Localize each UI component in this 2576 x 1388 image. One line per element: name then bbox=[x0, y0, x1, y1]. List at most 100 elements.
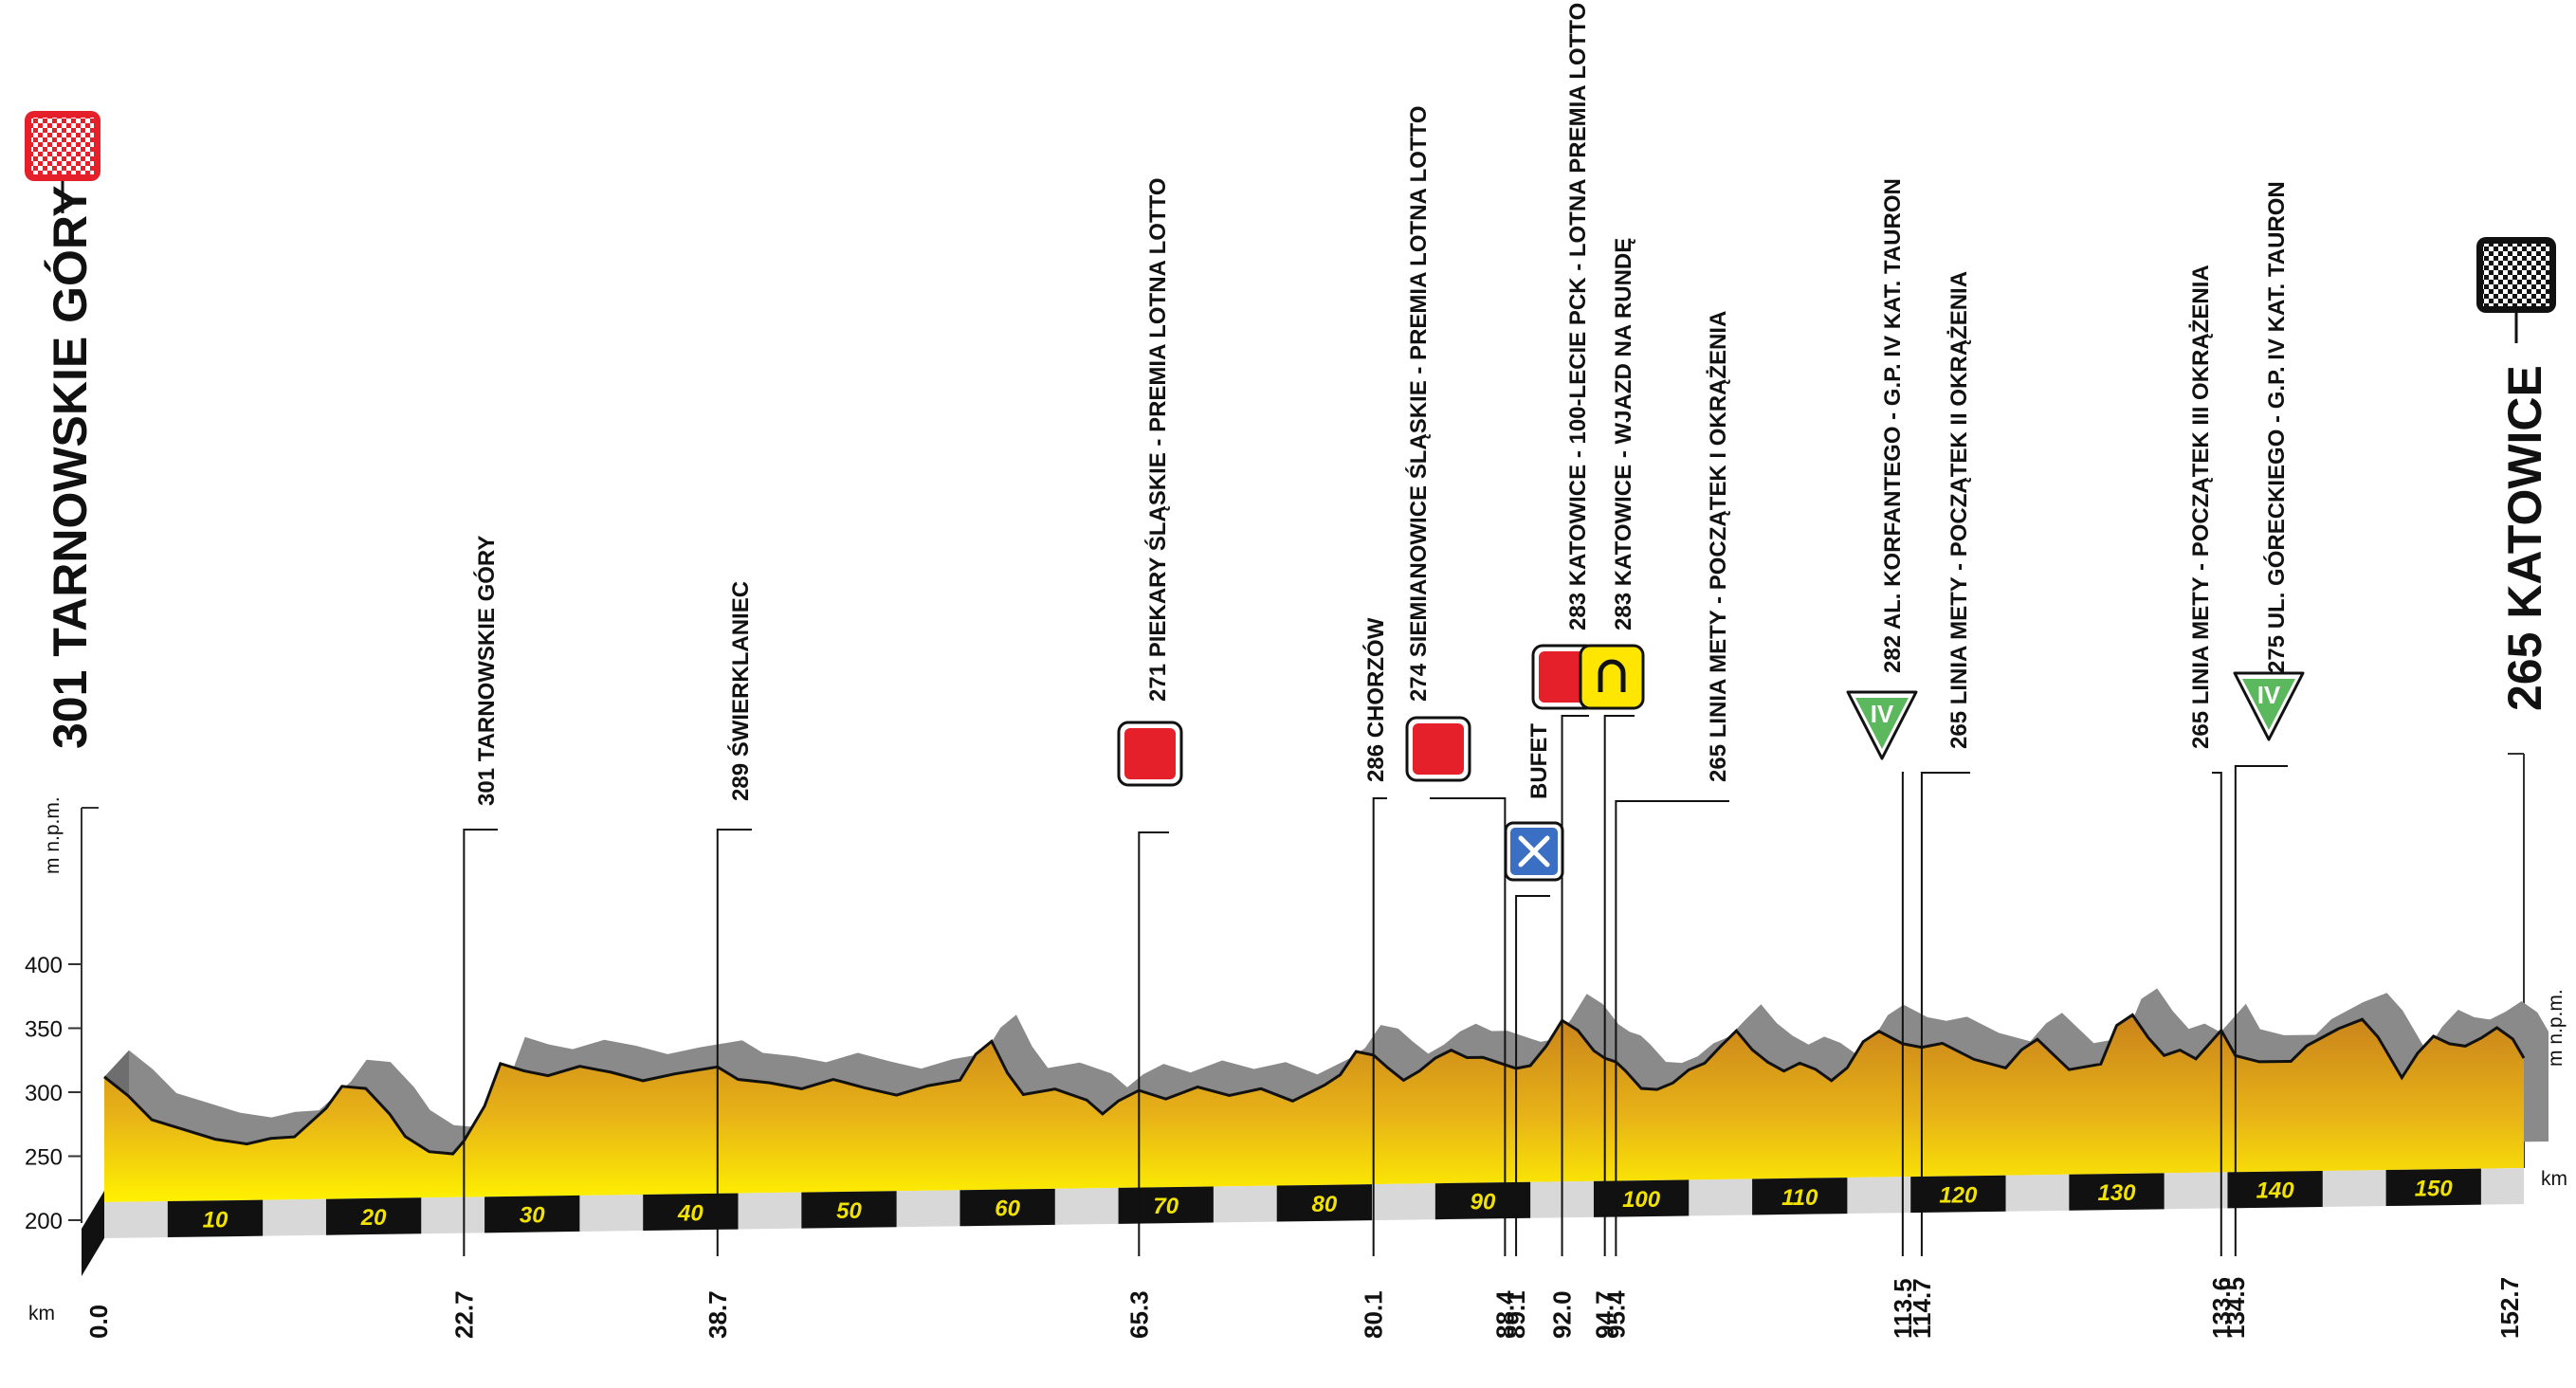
marker-stem bbox=[1515, 895, 1550, 1256]
marker-stem bbox=[1920, 772, 1970, 1256]
km-block-40 bbox=[643, 1193, 739, 1231]
marker-label: 265 LINIA METY - POCZĄTEK II OKRĄŻENIA bbox=[1946, 271, 1972, 749]
circuit-icon bbox=[1579, 644, 1645, 710]
km-block-10 bbox=[167, 1199, 264, 1238]
marker-38.7: 289 ŚWIERKLANIEC 38.7 bbox=[703, 581, 754, 1339]
km-block-120 bbox=[1910, 1175, 2006, 1214]
marker-label: 275 UL. GÓRECKIEGO - G.P. IV KAT. TAURON bbox=[2263, 181, 2290, 673]
marker-92.0: 283 KATOWICE - 100-LECIE PCK - LOTNA PRE… bbox=[1531, 3, 1598, 1339]
marker-km-label: 95.4 bbox=[1601, 1290, 1630, 1339]
marker-km-label: 113.5 bbox=[1889, 1278, 1917, 1339]
marker-stem bbox=[1138, 831, 1169, 1256]
marker-88.4: 274 SIEMIANOWICE ŚLĄSKIE - PREMIA LOTNA … bbox=[1405, 106, 1519, 1340]
km-tick-label-100: 100 bbox=[1622, 1187, 1661, 1213]
climb-category-text: IV bbox=[2257, 681, 2281, 709]
y-tick-label-200: 200 bbox=[25, 1209, 63, 1234]
km-block-100 bbox=[1593, 1179, 1690, 1217]
marker-stem bbox=[1901, 772, 1904, 1256]
km-block-90 bbox=[1434, 1181, 1531, 1220]
start-town-label: 301 TARNOWSKIE GÓRY bbox=[44, 185, 97, 749]
km-tick-label-80: 80 bbox=[1312, 1192, 1338, 1217]
y-axis-right-unit: m n.p.m. bbox=[2545, 989, 2567, 1067]
marker-km-label: 89.1 bbox=[1502, 1290, 1530, 1339]
marker-stem bbox=[716, 829, 752, 1256]
marker-km-label: 22.7 bbox=[449, 1290, 478, 1339]
marker-133.6: 265 LINIA METY - POCZĄTEK III OKRĄŻENIA 1… bbox=[2188, 265, 2236, 1339]
km-tick-label-70: 70 bbox=[1153, 1194, 1178, 1219]
marker-stem bbox=[2234, 765, 2288, 1256]
elevation-profile bbox=[103, 988, 2549, 1202]
km-block-70 bbox=[1118, 1186, 1214, 1224]
marker-stem bbox=[1603, 715, 1635, 1256]
marker-km-label: 134.5 bbox=[2221, 1277, 2250, 1339]
km-tick-label-10: 10 bbox=[203, 1207, 228, 1233]
finish-town-label: 265 KATOWICE bbox=[2498, 365, 2551, 711]
sprint-icon bbox=[1405, 716, 1471, 782]
sprint-icon bbox=[1117, 721, 1183, 787]
km-strip: 10 20 30 40 50 60 70 80 90 100 110 120 130 140 150 bbox=[82, 1168, 2524, 1276]
climb-category-icon: IV bbox=[2233, 671, 2305, 741]
y-axis-left-unit: m n.p.m. bbox=[42, 796, 64, 874]
marker-label: 274 SIEMIANOWICE ŚLĄSKIE - PREMIA LOTNA … bbox=[1405, 106, 1432, 703]
marker-stem bbox=[463, 829, 498, 1256]
km-tick-label-30: 30 bbox=[520, 1203, 545, 1229]
marker-95.4: 265 LINIA METY - POCZĄTEK I OKRĄŻENIA 95.… bbox=[1601, 311, 1731, 1339]
marker-km-label: 133.6 bbox=[2207, 1277, 2236, 1339]
marker-label: 265 LINIA METY - POCZĄTEK III OKRĄŻENIA bbox=[2188, 265, 2214, 749]
feed-zone-icon bbox=[1504, 821, 1564, 882]
marker-stem bbox=[1372, 797, 1387, 1256]
route-markers: 301 TARNOWSKIE GÓRY 22.7 289 ŚWIERKLANIEC 3… bbox=[449, 3, 2305, 1340]
km-tick-label-110: 110 bbox=[1781, 1185, 1818, 1211]
marker-label: BUFET bbox=[1526, 723, 1552, 799]
x-axis-unit-right: km bbox=[2541, 1168, 2567, 1190]
km-tick-label-40: 40 bbox=[677, 1200, 703, 1226]
y-tick-label-400: 400 bbox=[25, 953, 63, 978]
marker-km-label: 80.1 bbox=[1360, 1290, 1388, 1339]
x-axis-unit-left: km bbox=[28, 1303, 55, 1324]
marker-stem bbox=[1561, 715, 1589, 1256]
km-tick-label-50: 50 bbox=[836, 1198, 862, 1224]
km-block-150 bbox=[2385, 1168, 2481, 1207]
marker-km-label: 94.7 bbox=[1591, 1290, 1619, 1339]
marker-stem bbox=[2212, 772, 2222, 1256]
climb-category-text: IV bbox=[1871, 700, 1894, 728]
y-tick-label-300: 300 bbox=[25, 1081, 63, 1106]
km-block-140 bbox=[2227, 1170, 2323, 1209]
km-block-60 bbox=[959, 1188, 1055, 1227]
marker-label: 283 KATOWICE - WJAZD NA RUNDĘ bbox=[1611, 238, 1636, 630]
marker-label: 289 ŚWIERKLANIEC bbox=[727, 581, 754, 801]
marker-km-label: 88.4 bbox=[1490, 1290, 1519, 1339]
km-tick-label-90: 90 bbox=[1471, 1189, 1496, 1214]
marker-label: 265 LINIA METY - POCZĄTEK I OKRĄŻENIA bbox=[1706, 311, 1731, 782]
marker-km-label: 92.0 bbox=[1548, 1290, 1577, 1339]
km-tick-label-130: 130 bbox=[2097, 1180, 2136, 1206]
marker-114.7: 265 LINIA METY - POCZĄTEK II OKRĄŻENIA 11… bbox=[1908, 271, 1972, 1339]
marker-km-label: 65.3 bbox=[1124, 1290, 1153, 1339]
marker-label: 271 PIEKARY ŚLĄSKIE - PREMIA LOTNA LOTTO bbox=[1144, 177, 1171, 702]
marker-134.5: 275 UL. GÓRECKIEGO - G.P. IV KAT. TAURON… bbox=[2221, 181, 2305, 1339]
km-block-20 bbox=[325, 1197, 422, 1235]
km-block-130 bbox=[2069, 1173, 2165, 1211]
y-tick-label-350: 350 bbox=[25, 1017, 63, 1043]
profile-area bbox=[104, 1014, 2524, 1202]
marker-94.7: 283 KATOWICE - WJAZD NA RUNDĘ 94.7 bbox=[1579, 238, 1645, 1339]
start-flag-icon bbox=[25, 111, 100, 213]
marker-65.3: 271 PIEKARY ŚLĄSKIE - PREMIA LOTNA LOTTO… bbox=[1117, 177, 1183, 1339]
start-km-label: 0.0 bbox=[84, 1305, 113, 1339]
finish-km-label: 152.7 bbox=[2495, 1277, 2524, 1339]
km-tick-label-120: 120 bbox=[1939, 1182, 1978, 1208]
marker-label: 301 TARNOWSKIE GÓRY bbox=[473, 536, 500, 806]
marker-km-label: 114.7 bbox=[1908, 1278, 1936, 1339]
marker-km-label: 38.7 bbox=[703, 1290, 732, 1339]
marker-89.1: BUFET 89.1 bbox=[1502, 723, 1564, 1339]
km-tick-label-60: 60 bbox=[995, 1196, 1020, 1222]
marker-113.5: 282 AL. KORFANTEGO - G.P. IV KAT. TAURON… bbox=[1846, 178, 1918, 1339]
marker-stem bbox=[1430, 797, 1507, 1256]
marker-label: 282 AL. KORFANTEGO - G.P. IV KAT. TAURON bbox=[1880, 178, 1906, 673]
marker-stem bbox=[1615, 800, 1729, 1256]
km-tick-label-20: 20 bbox=[360, 1205, 387, 1231]
marker-label: 286 CHORZÓW bbox=[1362, 617, 1389, 782]
y-axis-left: m n.p.m. 400 350 300 250 200 km bbox=[25, 796, 99, 1324]
km-block-110 bbox=[1752, 1178, 1848, 1215]
